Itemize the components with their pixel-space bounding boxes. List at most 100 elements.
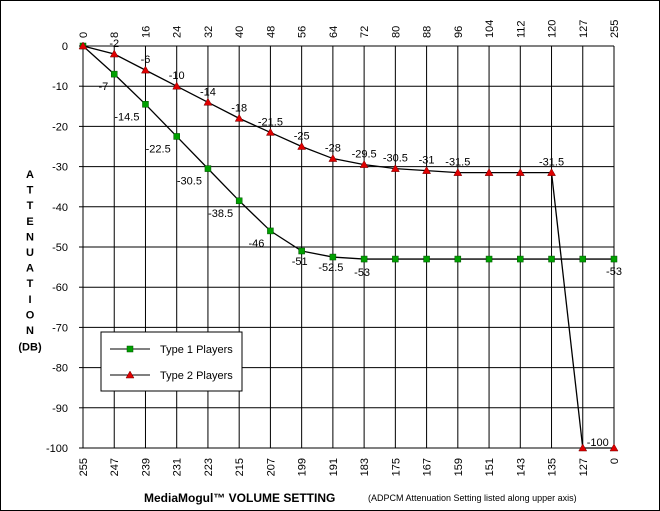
bottom-axis-tick-label: 175 bbox=[390, 458, 402, 476]
y-axis-label-letter: E bbox=[26, 216, 33, 228]
y-axis-label-letter: A bbox=[26, 169, 34, 181]
bottom-axis-tick-label: 247 bbox=[109, 458, 121, 476]
data-point-square bbox=[392, 255, 399, 263]
data-point-square bbox=[360, 255, 368, 263]
data-point-triangle bbox=[359, 160, 369, 168]
legend-box bbox=[100, 331, 243, 392]
data-point-triangle bbox=[515, 168, 525, 176]
top-axis-tick-label: 24 bbox=[172, 26, 184, 38]
data-label-type1: -14.5 bbox=[114, 111, 139, 123]
y-axis-label-letter: I bbox=[28, 294, 31, 306]
bottom-axis-tick-label: 159 bbox=[453, 458, 465, 476]
top-axis-tick-label: 64 bbox=[328, 26, 340, 38]
top-axis-tick-label: 8 bbox=[109, 32, 121, 38]
y-axis-tick-label: -10 bbox=[52, 81, 68, 93]
series-markers bbox=[78, 41, 619, 452]
data-point-square bbox=[610, 255, 618, 263]
bottom-axis-tick-label: 143 bbox=[515, 458, 527, 476]
y-axis-tick-label: -80 bbox=[52, 363, 68, 375]
y-axis-tick-label: -50 bbox=[52, 242, 68, 254]
y-axis-label-letter: U bbox=[26, 247, 34, 259]
data-point-triangle bbox=[109, 49, 119, 58]
legend-marker-type2 bbox=[125, 370, 135, 379]
bottom-axis-ticks: 255 247 239 231 223 215 207 199 191 183 175 167 159 1… bbox=[78, 458, 621, 476]
data-point-triangle bbox=[609, 443, 619, 452]
data-point-triangle bbox=[328, 154, 338, 162]
y-axis-label-letter: N bbox=[26, 325, 34, 337]
data-label-type2: -30.5 bbox=[383, 153, 408, 165]
data-label-type1: -46 bbox=[249, 238, 265, 250]
y-axis-label-letter: T bbox=[27, 278, 34, 290]
data-label-type1: -22.5 bbox=[146, 143, 171, 155]
top-axis-tick-label: 96 bbox=[453, 26, 465, 38]
data-point-square bbox=[485, 255, 493, 263]
legend: Type 1 Players Type 2 Players bbox=[100, 331, 243, 392]
data-point-square bbox=[454, 255, 462, 263]
data-label-type1: -7 bbox=[98, 81, 108, 93]
bottom-axis-tick-label: 255 bbox=[78, 458, 90, 476]
y-axis-tick-label: 0 bbox=[62, 41, 68, 53]
top-axis-tick-label: 72 bbox=[359, 26, 371, 38]
data-point-square bbox=[298, 247, 305, 255]
top-axis-tick-label: 112 bbox=[515, 20, 527, 38]
data-label-type2: -21.5 bbox=[258, 116, 283, 128]
data-label-type2: -31.5 bbox=[445, 157, 470, 169]
data-point-triangle bbox=[203, 97, 213, 106]
y-axis-tick-label: -100 bbox=[46, 443, 68, 455]
data-point-triangle bbox=[297, 141, 307, 150]
data-label-type2: -25 bbox=[294, 131, 310, 143]
data-point-square bbox=[579, 255, 587, 263]
y-axis-label-letter: O bbox=[26, 309, 35, 321]
series-line bbox=[82, 45, 614, 260]
bottom-axis-tick-label: 199 bbox=[297, 458, 309, 476]
data-label-type2: -14 bbox=[200, 86, 216, 98]
y-axis-tick-label: -30 bbox=[52, 162, 68, 174]
y-axis-label-letter: T bbox=[27, 200, 34, 212]
bottom-axis-tick-label: 151 bbox=[484, 458, 496, 476]
legend-marker-type1 bbox=[126, 345, 134, 353]
data-label-type2: -6 bbox=[141, 54, 151, 66]
top-axis-tick-label: 80 bbox=[390, 26, 402, 38]
y-axis-tick-label: -90 bbox=[52, 403, 68, 415]
data-point-triangle bbox=[547, 168, 556, 176]
bottom-axis-tick-label: 191 bbox=[328, 458, 340, 476]
data-point-triangle bbox=[390, 164, 400, 172]
data-label-type1: -30.5 bbox=[177, 176, 202, 188]
legend-label-type1: Type 1 Players bbox=[160, 344, 233, 356]
data-label-type2: -100 bbox=[587, 437, 609, 449]
data-label-type1: -53 bbox=[354, 267, 370, 279]
top-axis-tick-label: 48 bbox=[265, 26, 277, 38]
top-axis-tick-label: 32 bbox=[203, 26, 215, 38]
legend-label-type2: Type 2 Players bbox=[160, 370, 233, 382]
top-axis-tick-label: 127 bbox=[578, 20, 590, 38]
data-point-triangle bbox=[78, 41, 88, 50]
data-point-triangle bbox=[453, 168, 463, 176]
y-axis-tick-label: -20 bbox=[52, 121, 68, 133]
y-axis-label-letter: T bbox=[27, 185, 34, 197]
data-point-triangle bbox=[484, 168, 494, 176]
data-point-triangle bbox=[172, 81, 182, 90]
data-label-type2: -31.5 bbox=[539, 157, 564, 169]
y-axis-ticks: 0 -10 -20 -30 -40 -50 -60 -70 -80 -90 -100 bbox=[46, 41, 68, 455]
bottom-axis-tick-label: 215 bbox=[234, 458, 246, 476]
data-label-type2: -10 bbox=[169, 70, 185, 82]
data-point-square bbox=[329, 253, 337, 261]
data-label-type2: -31 bbox=[419, 155, 435, 167]
data-label-type1: -52.5 bbox=[318, 262, 343, 274]
y-axis-label-unit: (DB) bbox=[18, 342, 42, 354]
data-point-square bbox=[423, 255, 430, 263]
bottom-axis-tick-label: 239 bbox=[140, 458, 152, 476]
bottom-axis-tick-label: 0 bbox=[609, 458, 621, 464]
data-point-square bbox=[142, 101, 149, 108]
grid bbox=[79, 45, 615, 449]
top-axis-ticks: 0 8 16 24 32 40 48 56 64 72 80 88 96 104 112 120 127 255 bbox=[78, 20, 621, 38]
y-axis-tick-label: -70 bbox=[52, 322, 68, 334]
y-axis-tick-label: -40 bbox=[52, 202, 68, 214]
bottom-axis-tick-label: 231 bbox=[172, 458, 184, 476]
data-point-square bbox=[517, 255, 524, 263]
y-axis-label-letter: A bbox=[26, 263, 34, 275]
data-label-type1: -51 bbox=[292, 256, 308, 268]
y-axis-label-letter: N bbox=[26, 231, 34, 243]
top-axis-tick-label: 104 bbox=[484, 20, 496, 38]
